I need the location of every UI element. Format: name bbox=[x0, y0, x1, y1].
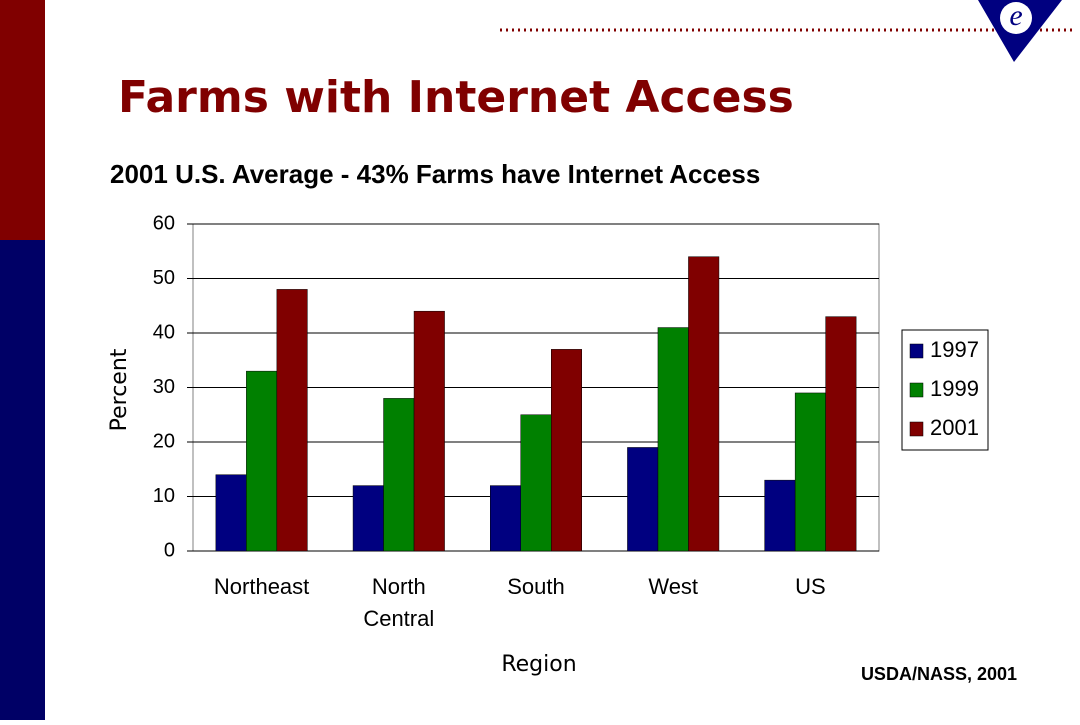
legend-label: 1999 bbox=[930, 376, 979, 401]
bar bbox=[520, 414, 552, 552]
bar bbox=[383, 398, 415, 552]
source: USDA/NASS, 2001 bbox=[861, 664, 1017, 684]
y-tick-label: 0 bbox=[164, 539, 175, 561]
y-axis-label: Percent bbox=[107, 348, 132, 431]
x-tick-label-line: US bbox=[795, 574, 826, 599]
x-tick-label: US bbox=[795, 574, 826, 599]
bar bbox=[246, 370, 278, 552]
title: Farms with Internet Access bbox=[118, 72, 794, 123]
legend-label: 1997 bbox=[930, 337, 979, 362]
x-tick-label: South bbox=[507, 574, 565, 599]
y-tick-label: 40 bbox=[153, 321, 175, 343]
logo-circle bbox=[1000, 2, 1032, 34]
x-tick-label: West bbox=[648, 574, 698, 599]
bar bbox=[490, 485, 521, 552]
legend-swatch bbox=[909, 382, 924, 398]
x-tick-label-line: North bbox=[372, 574, 426, 599]
x-tick-label-line: Central bbox=[363, 606, 434, 631]
bar bbox=[688, 256, 720, 552]
y-tick-label: 30 bbox=[153, 376, 175, 398]
x-tick-label-line: West bbox=[648, 574, 698, 599]
bar bbox=[764, 479, 796, 552]
x-tick-label-line: South bbox=[507, 574, 565, 599]
bar bbox=[627, 447, 659, 552]
y-tick-label: 20 bbox=[153, 430, 175, 452]
bar bbox=[825, 316, 857, 552]
x-tick-label: Northeast bbox=[214, 574, 309, 599]
logo-text: e bbox=[1009, 0, 1022, 32]
subtitle: 2001 U.S. Average - 43% Farms have Inter… bbox=[110, 159, 760, 189]
x-tick-label-line: Northeast bbox=[214, 574, 309, 599]
y-tick-label: 50 bbox=[153, 267, 175, 289]
side-bar-top bbox=[0, 0, 45, 240]
bar bbox=[215, 474, 247, 552]
legend-swatch bbox=[909, 421, 924, 437]
bar bbox=[413, 310, 445, 552]
legend-label: 2001 bbox=[930, 415, 979, 440]
x-axis-label: Region bbox=[501, 652, 576, 677]
bar bbox=[657, 327, 689, 552]
x-tick-label: North Central bbox=[363, 574, 434, 631]
y-tick-label: 60 bbox=[153, 212, 175, 234]
bar bbox=[794, 392, 826, 552]
bar bbox=[276, 289, 308, 552]
side-bar-bottom bbox=[0, 240, 45, 720]
bar bbox=[352, 485, 384, 552]
bar bbox=[551, 349, 582, 552]
y-tick-label: 10 bbox=[153, 485, 175, 507]
legend-swatch bbox=[909, 343, 924, 359]
